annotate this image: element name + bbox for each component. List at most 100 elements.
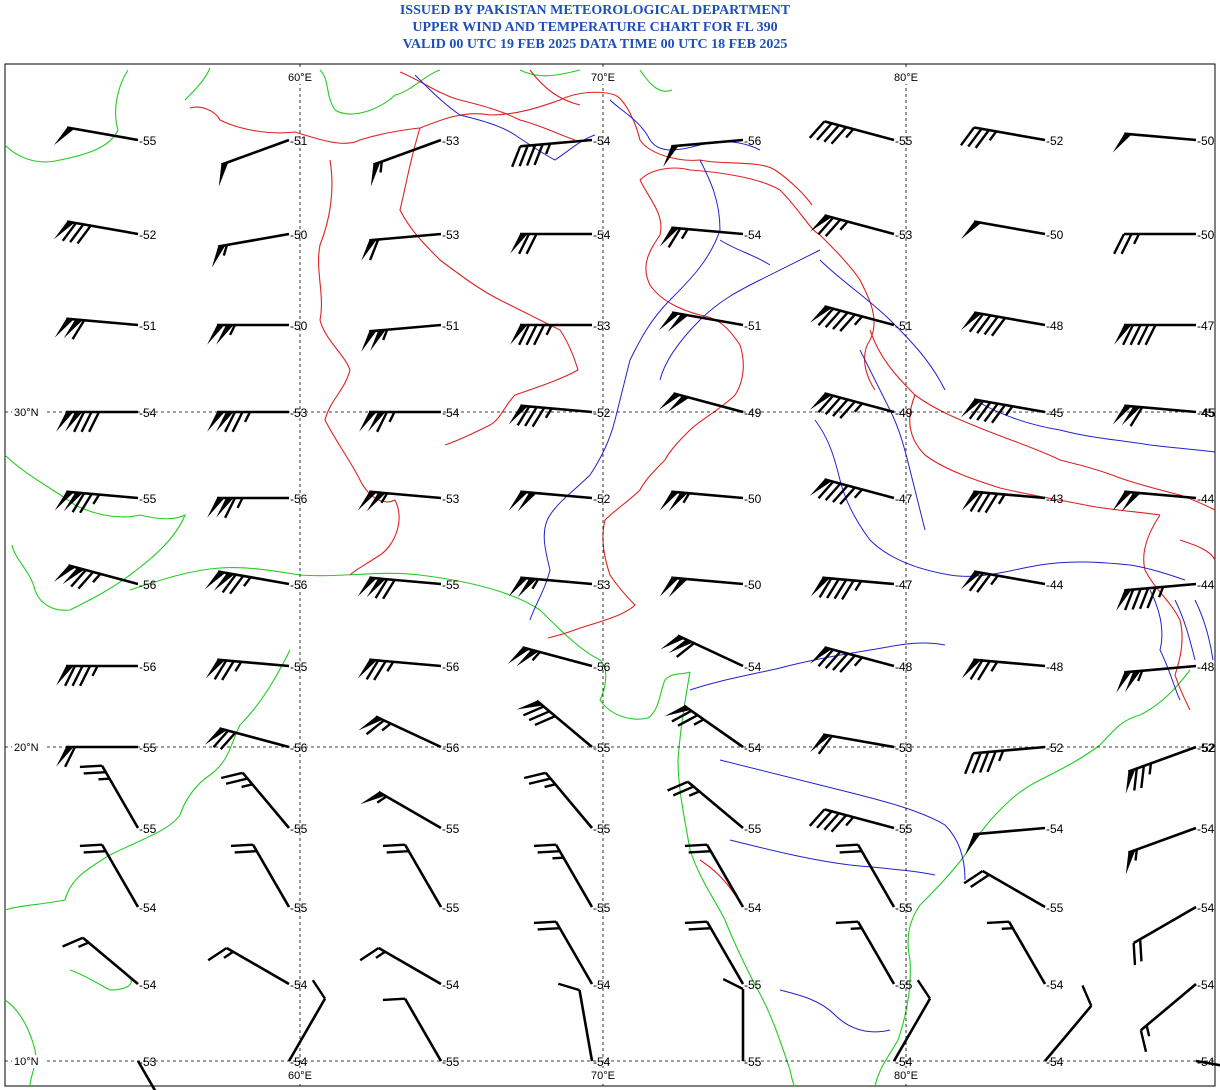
barb-half-feather	[243, 411, 252, 423]
barb-staff	[217, 232, 290, 248]
barb-feather	[230, 843, 254, 848]
barb-pennant	[507, 647, 530, 664]
wind-barb-r10-c2	[359, 946, 442, 986]
barb-pennant	[1125, 850, 1136, 875]
lon-label-60e: 60°E	[288, 72, 312, 84]
barb-pennant	[658, 312, 680, 331]
barb-feather	[969, 491, 984, 512]
wind-barb-r1-c5	[809, 214, 895, 237]
barb-pennant	[1112, 405, 1132, 425]
barb-feather	[916, 979, 932, 1000]
temperature-label-r10-c5: -55	[895, 978, 913, 992]
temperature-label-r7-c5: -53	[895, 741, 913, 755]
temperature-label-r5-c4: -50	[744, 578, 762, 592]
barb-pennant	[660, 635, 685, 650]
barb-pennant	[510, 325, 528, 345]
barb-pennant	[1121, 406, 1141, 426]
border-pakistan-india	[547, 179, 744, 639]
temperature-label-r10-c1: -54	[290, 978, 308, 992]
wind-barb-r11-c1	[287, 979, 327, 1062]
barb-pennant	[1125, 670, 1141, 693]
barb-staff	[824, 214, 895, 236]
barb-feather	[983, 315, 999, 336]
barb-staff	[677, 634, 744, 668]
barb-staff	[1195, 1059, 1220, 1067]
barb-half-feather	[243, 576, 252, 587]
temperature-label-r8-c5: -55	[895, 822, 913, 836]
barb-pennant	[370, 329, 386, 352]
barb-feather	[71, 492, 86, 513]
temperature-label-r4-c6: -43	[1046, 492, 1064, 506]
wind-barb-r0-c1	[218, 138, 290, 187]
barb-feather	[382, 579, 396, 600]
temperature-label-r5-c2: -55	[442, 578, 460, 592]
barb-feather	[1129, 406, 1144, 427]
barb-staff	[403, 843, 443, 908]
barb-feather	[79, 843, 103, 848]
barb-pennant	[56, 412, 74, 432]
barb-feather	[830, 126, 848, 145]
river-yamuna	[859, 349, 926, 531]
coastline-north2	[519, 69, 673, 92]
barb-staff	[1127, 826, 1197, 854]
barb-half-feather	[388, 411, 396, 423]
barb-half-feather	[228, 324, 237, 336]
temperature-label-r11-c7: -54	[1197, 1055, 1215, 1069]
barb-feather	[816, 810, 833, 829]
wind-barb-r7-c3	[516, 699, 593, 748]
barb-feather	[373, 660, 387, 681]
barb-pennant	[204, 571, 226, 590]
barb-half-feather	[91, 665, 99, 677]
wind-barb-r7-c1	[204, 727, 290, 750]
barb-feather	[970, 873, 990, 888]
barb-feather	[382, 997, 406, 1002]
coastline-caspian	[184, 67, 211, 101]
barb-feather	[968, 313, 984, 333]
barb-staff	[973, 658, 1046, 668]
wind-barb-r6-c6	[961, 658, 1046, 681]
wind-barb-r11-c7	[1195, 1059, 1220, 1067]
barb-feather	[525, 233, 538, 255]
barb-feather	[1081, 985, 1093, 1007]
barb-feather	[1140, 765, 1146, 789]
temperature-label-r11-c0: -53	[139, 1055, 157, 1069]
barb-feather	[79, 665, 92, 687]
wind-barb-r2-c1	[207, 323, 289, 345]
barb-feather	[675, 642, 695, 658]
barb-feather	[1132, 942, 1137, 966]
river-narmada	[689, 642, 946, 691]
wind-barb-r11-c3	[557, 982, 594, 1062]
barb-staff	[536, 699, 593, 748]
barb-staff	[1132, 905, 1197, 945]
wind-barb-r5-c7	[1116, 582, 1197, 611]
temperature-label-r8-c2: -55	[442, 822, 460, 836]
barb-pennant	[213, 573, 235, 591]
wind-barb-r2-c4	[658, 311, 744, 332]
temperature-label-r1-c1: -50	[290, 228, 308, 242]
barb-half-feather	[92, 573, 102, 583]
barb-feather	[83, 770, 106, 775]
barb-feather	[835, 843, 859, 848]
temperature-label-r0-c1: -51	[290, 134, 308, 148]
barb-half-feather	[1001, 926, 1013, 931]
barb-pennant	[668, 492, 688, 512]
wind-barb-r11-c6	[1044, 985, 1093, 1062]
wind-barb-r3-c6	[960, 398, 1046, 424]
temperature-label-r3-c6: -45	[1046, 406, 1064, 420]
barb-staff	[100, 764, 140, 829]
barb-staff	[973, 398, 1046, 414]
barb-staff	[1124, 132, 1197, 142]
lon-label-80e: 80°E	[894, 72, 918, 84]
barb-feather	[64, 746, 77, 768]
barb-staff	[1127, 745, 1197, 773]
barb-feather	[826, 578, 840, 599]
barb-pennant	[809, 393, 832, 410]
temperature-label-r3-c2: -54	[442, 406, 460, 420]
barb-half-feather	[552, 856, 564, 860]
coastline-layer	[4, 67, 1191, 1087]
barb-feather	[533, 143, 544, 166]
temperature-label-r0-c0: -55	[139, 134, 157, 148]
barb-feather	[73, 411, 86, 433]
barb-staff	[66, 220, 139, 236]
barb-feather	[518, 145, 529, 167]
